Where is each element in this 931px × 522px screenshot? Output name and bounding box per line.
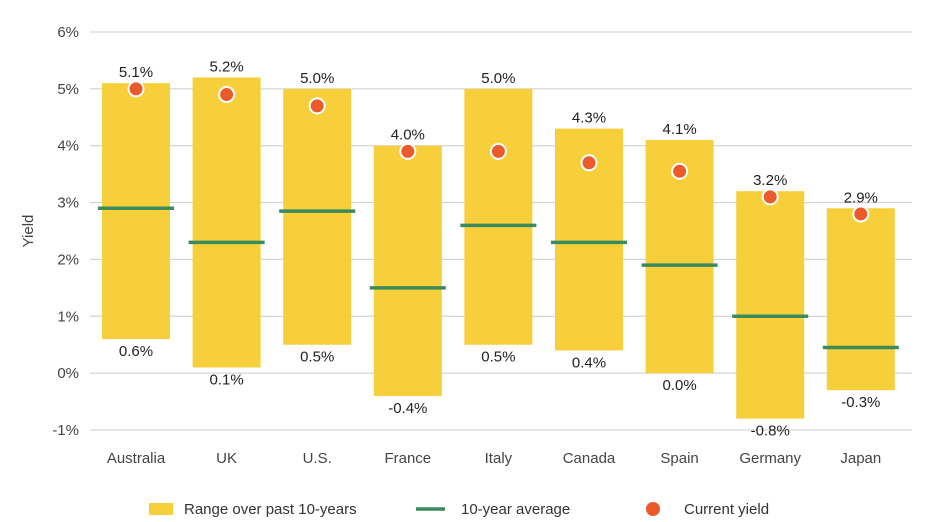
x-tick-label: Germany	[739, 450, 801, 467]
current-yield-dot	[127, 80, 145, 98]
x-tick-label: Australia	[107, 450, 166, 467]
legend-current-label: Current yield	[684, 501, 769, 518]
low-label: 0.5%	[300, 349, 334, 366]
high-label: 5.2%	[209, 58, 243, 75]
high-label: 4.0%	[391, 127, 425, 144]
y-tick-label: -1%	[52, 422, 79, 439]
range-bars	[102, 77, 895, 419]
legend-average-label: 10-year average	[461, 501, 570, 518]
legend-range-swatch	[149, 503, 173, 515]
current-yield-dot	[580, 154, 598, 172]
low-label: 0.6%	[119, 343, 153, 360]
high-label: 2.9%	[844, 189, 878, 206]
y-tick-label: 6%	[57, 24, 79, 41]
legend-current-swatch	[646, 502, 660, 516]
legend: Range over past 10-years 10-year average C…	[149, 501, 769, 518]
y-tick-label: 1%	[57, 308, 79, 325]
range-bar	[102, 83, 170, 340]
x-tick-label: Japan	[840, 450, 881, 467]
range-bar	[826, 208, 895, 391]
data-labels: 5.1% 0.6% 5.2% 0.1% 5.0% 0.5% 4.0% -0.4% 5.0% 0.5…	[119, 58, 880, 439]
high-label: 4.3%	[572, 110, 606, 127]
high-label: 4.1%	[662, 121, 696, 138]
x-axis: Australia UK U.S. France Italy Canada Spain Ger…	[107, 450, 881, 467]
low-label: -0.3%	[841, 394, 880, 411]
low-label: 0.1%	[209, 371, 243, 388]
x-tick-label: Canada	[563, 450, 616, 467]
current-yield-dot	[399, 142, 417, 160]
range-bar	[736, 191, 805, 419]
low-label: -0.4%	[388, 400, 427, 417]
y-tick-label: 0%	[57, 365, 79, 382]
range-bar	[373, 145, 442, 396]
x-tick-label: Italy	[485, 450, 513, 467]
x-tick-label: France	[384, 450, 431, 467]
y-axis-title: Yield	[20, 215, 37, 248]
legend-range-label: Range over past 10-years	[184, 501, 357, 518]
y-tick-label: 4%	[57, 138, 79, 155]
high-label: 5.1%	[119, 64, 153, 81]
high-label: 5.0%	[300, 70, 334, 87]
current-yield-dot	[308, 97, 326, 115]
average-lines	[98, 206, 899, 350]
high-label: 3.2%	[753, 172, 787, 189]
current-yield-dot	[218, 86, 236, 104]
low-label: -0.8%	[751, 423, 790, 440]
x-tick-label: U.S.	[303, 450, 332, 467]
y-tick-label: 2%	[57, 251, 79, 268]
range-bar	[192, 77, 261, 368]
y-tick-label: 5%	[57, 81, 79, 98]
x-tick-label: UK	[216, 450, 237, 467]
current-yield-dot	[852, 205, 870, 223]
range-bar	[464, 88, 533, 345]
current-yield-dot	[671, 162, 689, 180]
current-yield-dots	[127, 80, 870, 223]
current-yield-dot	[489, 142, 507, 160]
y-axis: -1% 0% 1% 2% 3% 4% 5% 6%	[52, 24, 79, 439]
low-label: 0.5%	[481, 349, 515, 366]
x-tick-label: Spain	[660, 450, 698, 467]
high-label: 5.0%	[481, 70, 515, 87]
low-label: 0.0%	[662, 377, 696, 394]
low-label: 0.4%	[572, 354, 606, 371]
y-tick-label: 3%	[57, 195, 79, 212]
range-bar	[283, 88, 352, 345]
current-yield-dot	[761, 188, 779, 206]
